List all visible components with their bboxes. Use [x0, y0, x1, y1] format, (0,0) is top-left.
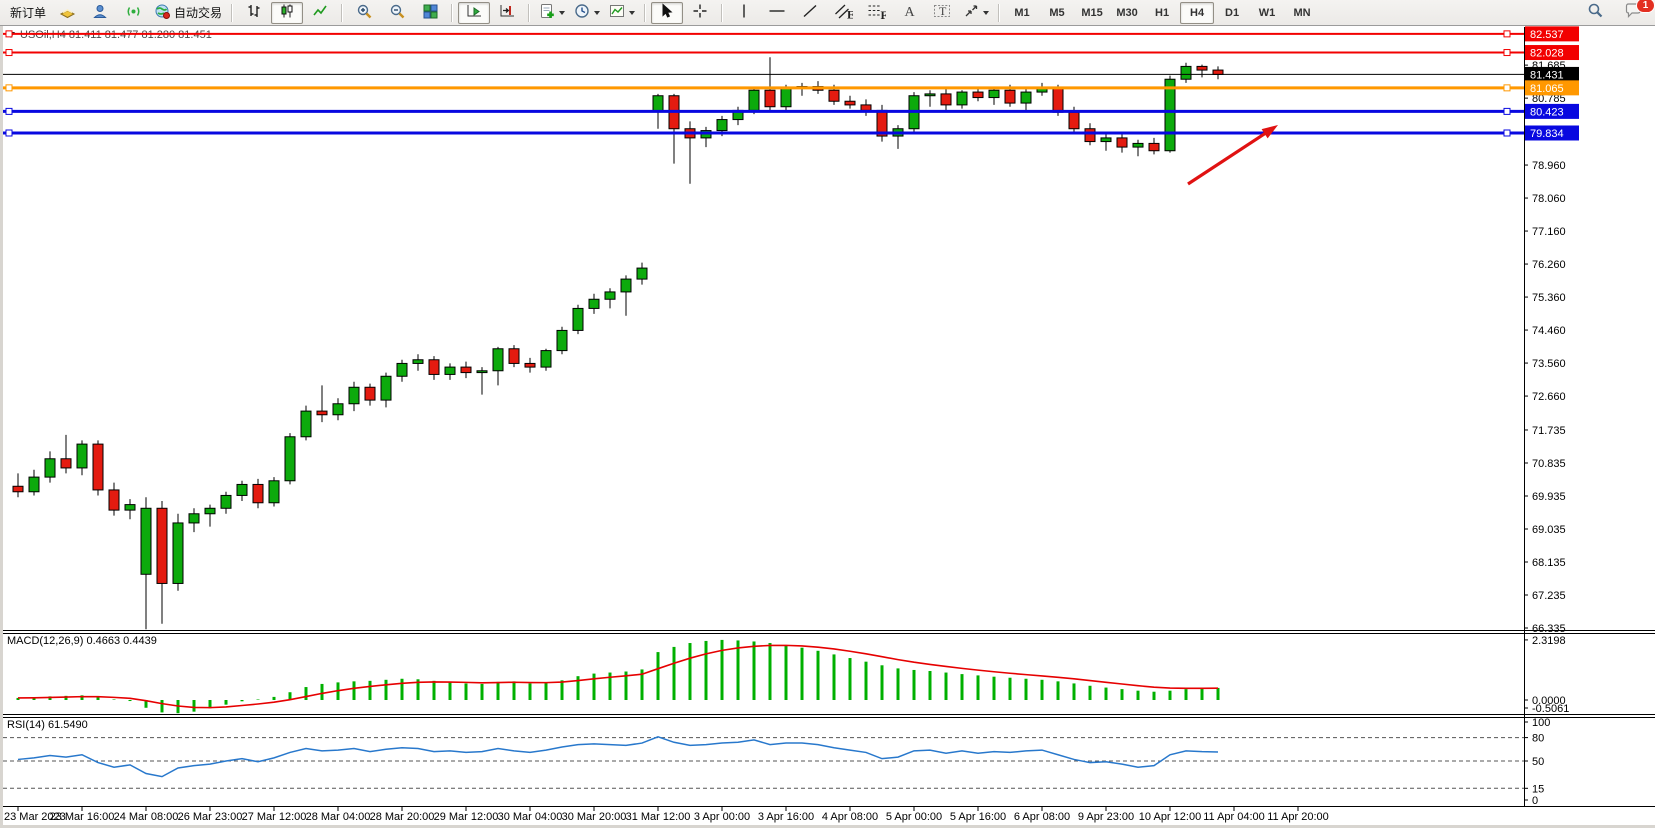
timeframe-m15-button[interactable]: M15	[1081, 6, 1103, 19]
cursor-tool-button[interactable]	[651, 1, 684, 24]
globe-icon	[154, 3, 171, 23]
signals-button[interactable]	[117, 2, 149, 24]
crosshair-tool-button[interactable]	[684, 2, 716, 24]
clock-icon	[574, 3, 591, 23]
rsi-indicator-label: RSI(14) 61.5490	[7, 719, 88, 731]
auto-scroll-button[interactable]	[458, 1, 491, 24]
chart-window[interactable]	[0, 26, 1655, 828]
text-label-tool-button[interactable]: T	[926, 2, 958, 24]
svg-text:F: F	[880, 8, 886, 20]
timeframe-m1-button[interactable]: M1	[1014, 6, 1030, 19]
notification-count-badge: 1	[1637, 0, 1654, 12]
cursor-icon	[659, 3, 675, 22]
svg-text:E: E	[847, 7, 853, 20]
new-order-label: 新订单	[10, 6, 47, 20]
indicators-button[interactable]	[535, 2, 569, 24]
toolbar-separator	[231, 3, 234, 22]
toolbar-separator	[998, 3, 1001, 22]
toolbar-separator	[341, 3, 344, 22]
auto-trading-label: 自动交易	[174, 6, 223, 20]
line-chart-mode-button[interactable]	[304, 2, 336, 24]
toolbar-separator	[451, 3, 454, 22]
market-watch-button[interactable]	[51, 2, 83, 24]
vertical-line-tool-button[interactable]	[728, 2, 760, 24]
template-chart-icon	[609, 3, 626, 23]
trendline-tool-button[interactable]	[794, 2, 826, 24]
timeframe-m30-button[interactable]: M30	[1116, 6, 1138, 19]
chart-title: USOil,H4 81.411 81.477 81.280 81.451	[7, 29, 212, 41]
auto-scroll-icon	[466, 3, 483, 23]
symbol-ohlc-label: USOil,H4 81.411 81.477 81.280 81.451	[20, 29, 212, 41]
channel-tool-button[interactable]: E	[827, 2, 859, 24]
chevron-down-icon	[559, 10, 566, 15]
zoom-out-button[interactable]	[381, 2, 413, 24]
bar-chart-mode-button[interactable]	[238, 2, 270, 24]
timeframe-h1-button[interactable]: H1	[1155, 6, 1170, 19]
text-label-icon: T	[933, 3, 951, 22]
candlestick-icon	[279, 3, 295, 22]
svg-text:A: A	[905, 5, 916, 19]
person-icon	[92, 3, 109, 23]
chevron-down-icon	[629, 10, 636, 15]
chevron-down-icon	[594, 10, 601, 15]
main-toolbar: 新订单 自动交易	[0, 0, 1655, 26]
text-tool-button[interactable]: A	[893, 2, 925, 24]
timeframe-w1-button[interactable]: W1	[1258, 6, 1276, 19]
timeframe-mn-button[interactable]: MN	[1293, 6, 1311, 19]
horizontal-line-icon	[768, 3, 786, 22]
zoom-in-icon	[356, 3, 373, 23]
line-chart-icon	[312, 3, 328, 22]
notifications-button[interactable]: 1	[1617, 0, 1654, 24]
fibonacci-tool-button[interactable]: F	[860, 2, 892, 24]
timeframe-h4-button[interactable]: H4	[1180, 1, 1215, 24]
horizontal-line-tool-button[interactable]	[761, 2, 793, 24]
crosshair-icon	[692, 3, 708, 22]
new-order-button[interactable]: 新订单	[6, 2, 50, 24]
zoom-in-button[interactable]	[348, 2, 380, 24]
arrows-icon	[963, 3, 980, 22]
timeframe-m5-button[interactable]: M5	[1049, 6, 1065, 19]
yellow-book-icon	[59, 3, 76, 23]
text-tool-icon: A	[902, 3, 916, 22]
profile-button[interactable]	[84, 2, 116, 24]
search-icon	[1586, 2, 1604, 23]
svg-text:T: T	[939, 4, 947, 18]
trendline-icon	[802, 3, 818, 22]
chart-shift-icon	[499, 3, 516, 23]
toolbar-separator	[528, 3, 531, 22]
search-button[interactable]	[1579, 2, 1611, 24]
chart-shift-button[interactable]	[491, 2, 523, 24]
signal-icon	[125, 3, 142, 23]
templates-button[interactable]	[605, 2, 639, 24]
toolbar-separator	[644, 3, 647, 22]
toolbar-right-cluster: 1	[1579, 0, 1654, 24]
equidistant-channel-icon: E	[834, 3, 855, 23]
fibonacci-icon: F	[867, 3, 887, 23]
tile-windows-icon	[422, 3, 439, 23]
toolbar-separator	[721, 3, 724, 22]
zoom-out-icon	[389, 3, 406, 23]
candlestick-mode-button[interactable]	[271, 1, 304, 24]
tile-windows-button[interactable]	[414, 2, 446, 24]
indicators-icon	[539, 3, 556, 23]
ohlc-bars-icon	[246, 3, 262, 22]
macd-indicator-label: MACD(12,26,9) 0.4663 0.4439	[7, 635, 157, 647]
auto-trading-button[interactable]: 自动交易	[150, 2, 226, 24]
chevron-down-icon	[983, 10, 990, 15]
dropdown-triangle-icon[interactable]	[7, 32, 15, 38]
vertical-line-icon	[737, 3, 751, 22]
periods-button[interactable]	[570, 2, 604, 24]
arrows-tool-button[interactable]	[959, 2, 993, 24]
timeframe-d1-button[interactable]: D1	[1225, 6, 1240, 19]
